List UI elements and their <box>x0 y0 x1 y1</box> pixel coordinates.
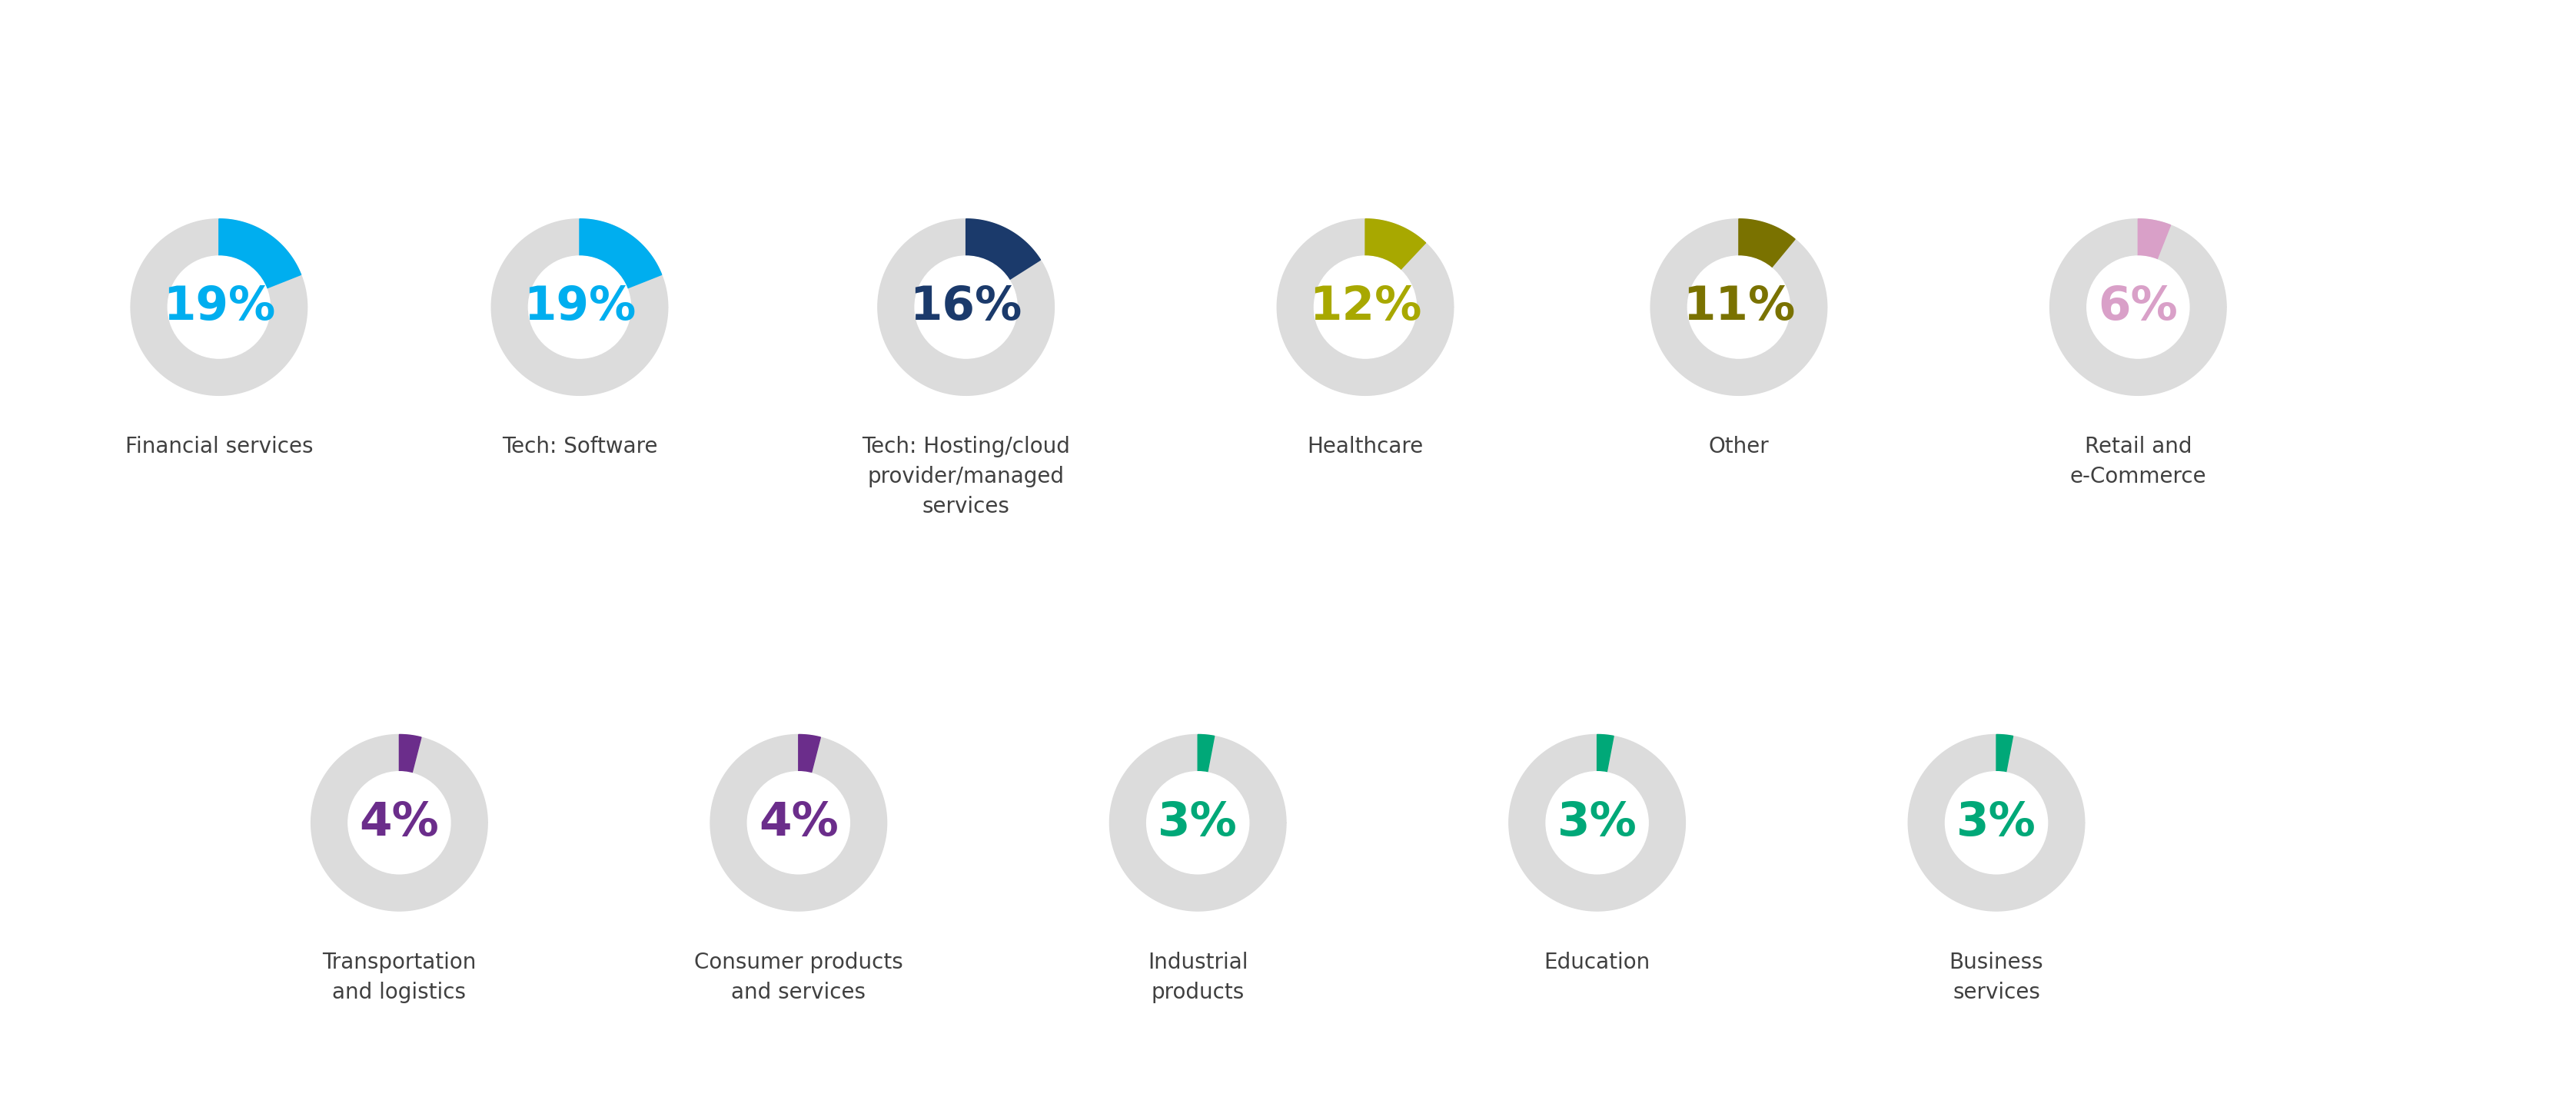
Circle shape <box>1945 771 2048 874</box>
Text: 4%: 4% <box>760 800 837 846</box>
Text: 4%: 4% <box>361 800 438 846</box>
Polygon shape <box>1996 735 2012 772</box>
Text: Business
services: Business services <box>1950 951 2043 1003</box>
Circle shape <box>1314 256 1417 359</box>
Polygon shape <box>1510 735 1685 911</box>
Circle shape <box>747 771 850 874</box>
Polygon shape <box>1909 735 2084 911</box>
Polygon shape <box>580 219 662 289</box>
Polygon shape <box>2138 219 2172 260</box>
Polygon shape <box>799 735 822 773</box>
Polygon shape <box>966 219 1041 280</box>
Polygon shape <box>2050 219 2226 395</box>
Polygon shape <box>399 735 422 773</box>
Text: 12%: 12% <box>1309 284 1422 330</box>
Polygon shape <box>711 735 886 911</box>
Polygon shape <box>1651 219 1826 395</box>
Polygon shape <box>131 219 307 395</box>
Text: 19%: 19% <box>523 284 636 330</box>
Polygon shape <box>312 735 487 911</box>
Circle shape <box>167 256 270 359</box>
Circle shape <box>348 771 451 874</box>
Text: Retail and
e-Commerce: Retail and e-Commerce <box>2069 437 2208 487</box>
Polygon shape <box>878 219 1054 395</box>
Text: Education: Education <box>1543 951 1651 973</box>
Text: 11%: 11% <box>1682 284 1795 330</box>
Text: Industrial
products: Industrial products <box>1149 951 1247 1003</box>
Text: 16%: 16% <box>909 284 1023 330</box>
Text: Tech: Software: Tech: Software <box>502 437 657 457</box>
Polygon shape <box>1110 735 1285 911</box>
Polygon shape <box>1198 735 1213 772</box>
Circle shape <box>2087 256 2190 359</box>
Text: 6%: 6% <box>2099 284 2177 330</box>
Text: 3%: 3% <box>1958 800 2035 846</box>
Text: Other: Other <box>1708 437 1770 457</box>
Text: Consumer products
and services: Consumer products and services <box>693 951 904 1003</box>
Text: 3%: 3% <box>1558 800 1636 846</box>
Polygon shape <box>1365 219 1425 270</box>
Polygon shape <box>492 219 667 395</box>
Circle shape <box>914 256 1018 359</box>
Polygon shape <box>1739 219 1795 268</box>
Polygon shape <box>219 219 301 289</box>
Text: 19%: 19% <box>162 284 276 330</box>
Polygon shape <box>1597 735 1613 772</box>
Text: 3%: 3% <box>1159 800 1236 846</box>
Circle shape <box>1146 771 1249 874</box>
Text: Financial services: Financial services <box>126 437 312 457</box>
Text: Tech: Hosting/cloud
provider/managed
services: Tech: Hosting/cloud provider/managed ser… <box>863 437 1069 518</box>
Text: Transportation
and logistics: Transportation and logistics <box>322 951 477 1003</box>
Circle shape <box>1687 256 1790 359</box>
Polygon shape <box>1278 219 1453 395</box>
Circle shape <box>1546 771 1649 874</box>
Circle shape <box>528 256 631 359</box>
Text: Healthcare: Healthcare <box>1306 437 1425 457</box>
